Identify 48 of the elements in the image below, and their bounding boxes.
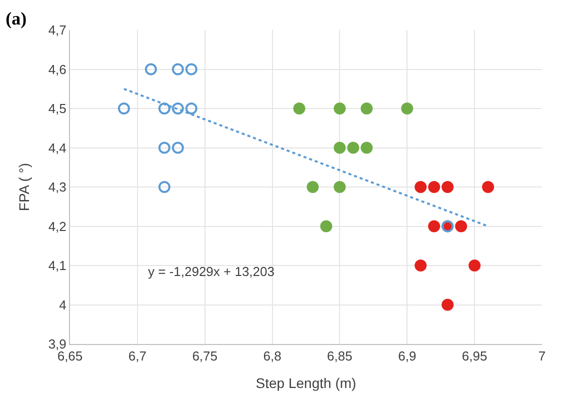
x-tick-label: 6,8 bbox=[263, 348, 282, 364]
annotation: y = -1,2929x + 13,203 bbox=[148, 264, 274, 279]
point bbox=[118, 102, 130, 114]
point bbox=[455, 220, 468, 232]
y-tick-label: 4,7 bbox=[48, 22, 66, 38]
x-tick-label: 7 bbox=[538, 348, 546, 364]
point bbox=[347, 142, 360, 154]
point bbox=[158, 102, 170, 114]
x-tick-label: 6,95 bbox=[462, 348, 488, 364]
x-tick-label: 6,7 bbox=[128, 348, 146, 364]
point bbox=[428, 181, 440, 193]
point bbox=[158, 142, 170, 154]
y-tick-label: 4,5 bbox=[48, 101, 66, 116]
point bbox=[293, 102, 306, 114]
point bbox=[306, 181, 319, 193]
x-tick-label: 6,75 bbox=[192, 348, 218, 364]
y-tick-label: 4,1 bbox=[48, 258, 66, 274]
point bbox=[144, 63, 157, 76]
x-tick-label: 6,85 bbox=[327, 348, 352, 364]
point bbox=[334, 181, 346, 193]
point bbox=[172, 63, 184, 76]
point bbox=[360, 142, 373, 154]
point bbox=[334, 102, 346, 114]
point bbox=[442, 181, 454, 193]
x-tick-label: 6,9 bbox=[398, 348, 416, 364]
y-tick-label: 4,6 bbox=[48, 62, 66, 77]
point bbox=[414, 181, 427, 193]
y-tick-label: 4 bbox=[59, 297, 66, 312]
y-tick-label: 4,2 bbox=[48, 218, 66, 234]
point bbox=[401, 102, 414, 114]
x-axis-title: Step Length (m) bbox=[256, 374, 356, 391]
point bbox=[158, 181, 170, 193]
y-axis-title: FPA ( °) bbox=[16, 162, 32, 212]
point bbox=[172, 142, 184, 154]
point bbox=[482, 181, 494, 193]
y-tick-label: 4,3 bbox=[48, 180, 66, 195]
point bbox=[442, 298, 454, 311]
point bbox=[172, 102, 184, 114]
point bbox=[320, 220, 332, 232]
point bbox=[185, 63, 198, 76]
y-tick-label: 4,4 bbox=[48, 140, 66, 156]
point bbox=[414, 260, 427, 272]
point bbox=[185, 102, 198, 114]
point bbox=[360, 102, 373, 114]
point bbox=[468, 260, 481, 272]
point bbox=[428, 220, 440, 232]
point bbox=[334, 142, 346, 154]
chart-title: (a) bbox=[6, 8, 27, 29]
